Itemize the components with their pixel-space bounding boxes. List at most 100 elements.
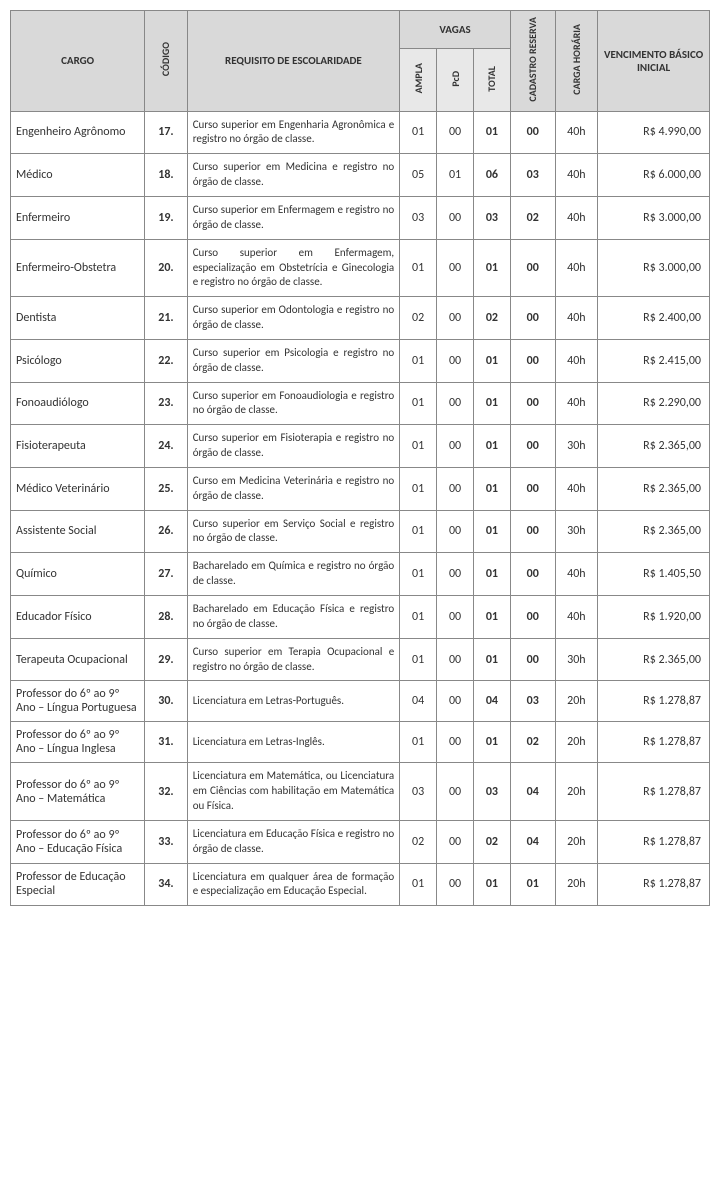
cell-requisito: Licenciatura em qualquer área de formaçã… [187, 863, 399, 906]
cell-total: 01 [473, 339, 510, 382]
table-row: Médico Veterinário25.Curso em Medicina V… [11, 467, 710, 510]
cell-total: 01 [473, 596, 510, 639]
cell-requisito: Curso superior em Engenharia Agronômica … [187, 111, 399, 154]
cell-vencimento: R$ 1.278,87 [598, 820, 710, 863]
cell-total: 01 [473, 553, 510, 596]
cell-cadastro: 01 [510, 863, 555, 906]
cell-total: 06 [473, 154, 510, 197]
cell-vencimento: R$ 2.365,00 [598, 510, 710, 553]
cell-cadastro: 00 [510, 596, 555, 639]
th-vencimento: VENCIMENTO BÁSICO INICIAL [598, 11, 710, 112]
cell-codigo: 28. [145, 596, 187, 639]
cell-cargo: Terapeuta Ocupacional [11, 638, 145, 681]
cell-requisito: Curso superior em Medicina e registro no… [187, 154, 399, 197]
cell-carga: 40h [555, 553, 597, 596]
cell-carga: 40h [555, 297, 597, 340]
table-row: Terapeuta Ocupacional29.Curso superior e… [11, 638, 710, 681]
table-row: Professor do 6º ao 9º Ano – Educação Fís… [11, 820, 710, 863]
cell-cadastro: 00 [510, 638, 555, 681]
cell-requisito: Curso superior em Fisioterapia e registr… [187, 425, 399, 468]
table-row: Assistente Social26.Curso superior em Se… [11, 510, 710, 553]
cell-codigo: 26. [145, 510, 187, 553]
th-vagas: VAGAS [400, 11, 511, 49]
cell-cadastro: 00 [510, 467, 555, 510]
cell-total: 01 [473, 111, 510, 154]
cell-carga: 40h [555, 339, 597, 382]
cell-ampla: 01 [400, 239, 437, 297]
cell-codigo: 29. [145, 638, 187, 681]
table-row: Fonoaudiólogo23.Curso superior em Fonoau… [11, 382, 710, 425]
table-row: Fisioterapeuta24.Curso superior em Fisio… [11, 425, 710, 468]
cell-carga: 20h [555, 820, 597, 863]
th-total: TOTAL [473, 49, 510, 111]
cell-requisito: Curso superior em Enfermagem, especializ… [187, 239, 399, 297]
cell-pcd: 00 [437, 239, 474, 297]
cell-pcd: 00 [437, 596, 474, 639]
cell-cadastro: 00 [510, 339, 555, 382]
cell-codigo: 23. [145, 382, 187, 425]
cell-ampla: 01 [400, 425, 437, 468]
cell-ampla: 03 [400, 196, 437, 239]
cell-cargo: Engenheiro Agrônomo [11, 111, 145, 154]
table-row: Educador Físico28.Bacharelado em Educaçã… [11, 596, 710, 639]
table-row: Químico27.Bacharelado em Química e regis… [11, 553, 710, 596]
cell-ampla: 01 [400, 722, 437, 763]
cell-pcd: 00 [437, 638, 474, 681]
table-row: Professor do 6º ao 9º Ano – Matemática32… [11, 763, 710, 821]
th-codigo: CÓDIGO [145, 11, 187, 112]
cell-vencimento: R$ 1.278,87 [598, 681, 710, 722]
cell-pcd: 01 [437, 154, 474, 197]
cell-vencimento: R$ 2.400,00 [598, 297, 710, 340]
cell-requisito: Bacharelado em Educação Física e registr… [187, 596, 399, 639]
table-row: Dentista21.Curso superior em Odontologia… [11, 297, 710, 340]
cell-cadastro: 04 [510, 763, 555, 821]
cell-carga: 20h [555, 681, 597, 722]
cell-vencimento: R$ 6.000,00 [598, 154, 710, 197]
cell-requisito: Curso superior em Fonoaudiologia e regis… [187, 382, 399, 425]
cell-ampla: 01 [400, 510, 437, 553]
cell-carga: 30h [555, 425, 597, 468]
cell-cargo: Médico [11, 154, 145, 197]
cell-total: 01 [473, 638, 510, 681]
cell-pcd: 00 [437, 681, 474, 722]
cell-carga: 40h [555, 154, 597, 197]
cell-cargo: Fisioterapeuta [11, 425, 145, 468]
cell-codigo: 20. [145, 239, 187, 297]
cell-ampla: 01 [400, 863, 437, 906]
cell-total: 01 [473, 510, 510, 553]
cell-carga: 20h [555, 863, 597, 906]
cell-carga: 20h [555, 763, 597, 821]
cell-vencimento: R$ 1.278,87 [598, 722, 710, 763]
cell-requisito: Curso superior em Serviço Social e regis… [187, 510, 399, 553]
cell-vencimento: R$ 3.000,00 [598, 196, 710, 239]
cell-total: 03 [473, 196, 510, 239]
cell-carga: 40h [555, 111, 597, 154]
cell-codigo: 34. [145, 863, 187, 906]
cell-vencimento: R$ 3.000,00 [598, 239, 710, 297]
cell-cadastro: 00 [510, 111, 555, 154]
cell-requisito: Licenciatura em Educação Física e regist… [187, 820, 399, 863]
cell-cadastro: 03 [510, 681, 555, 722]
cell-ampla: 01 [400, 111, 437, 154]
th-pcd: PcD [437, 49, 474, 111]
cell-vencimento: R$ 1.278,87 [598, 863, 710, 906]
cell-cargo: Assistente Social [11, 510, 145, 553]
cell-carga: 30h [555, 638, 597, 681]
cell-codigo: 17. [145, 111, 187, 154]
cell-cadastro: 04 [510, 820, 555, 863]
cell-requisito: Bacharelado em Química e registro no órg… [187, 553, 399, 596]
cell-total: 01 [473, 467, 510, 510]
cell-ampla: 01 [400, 596, 437, 639]
cell-requisito: Curso superior em Odontologia e registro… [187, 297, 399, 340]
cell-vencimento: R$ 1.920,00 [598, 596, 710, 639]
cell-cadastro: 03 [510, 154, 555, 197]
cell-pcd: 00 [437, 553, 474, 596]
cell-ampla: 01 [400, 382, 437, 425]
cell-pcd: 00 [437, 196, 474, 239]
cell-carga: 40h [555, 239, 597, 297]
cell-vencimento: R$ 2.365,00 [598, 467, 710, 510]
cell-requisito: Licenciatura em Matemática, ou Licenciat… [187, 763, 399, 821]
cell-cargo: Médico Veterinário [11, 467, 145, 510]
cell-ampla: 02 [400, 820, 437, 863]
cell-requisito: Curso em Medicina Veterinária e registro… [187, 467, 399, 510]
